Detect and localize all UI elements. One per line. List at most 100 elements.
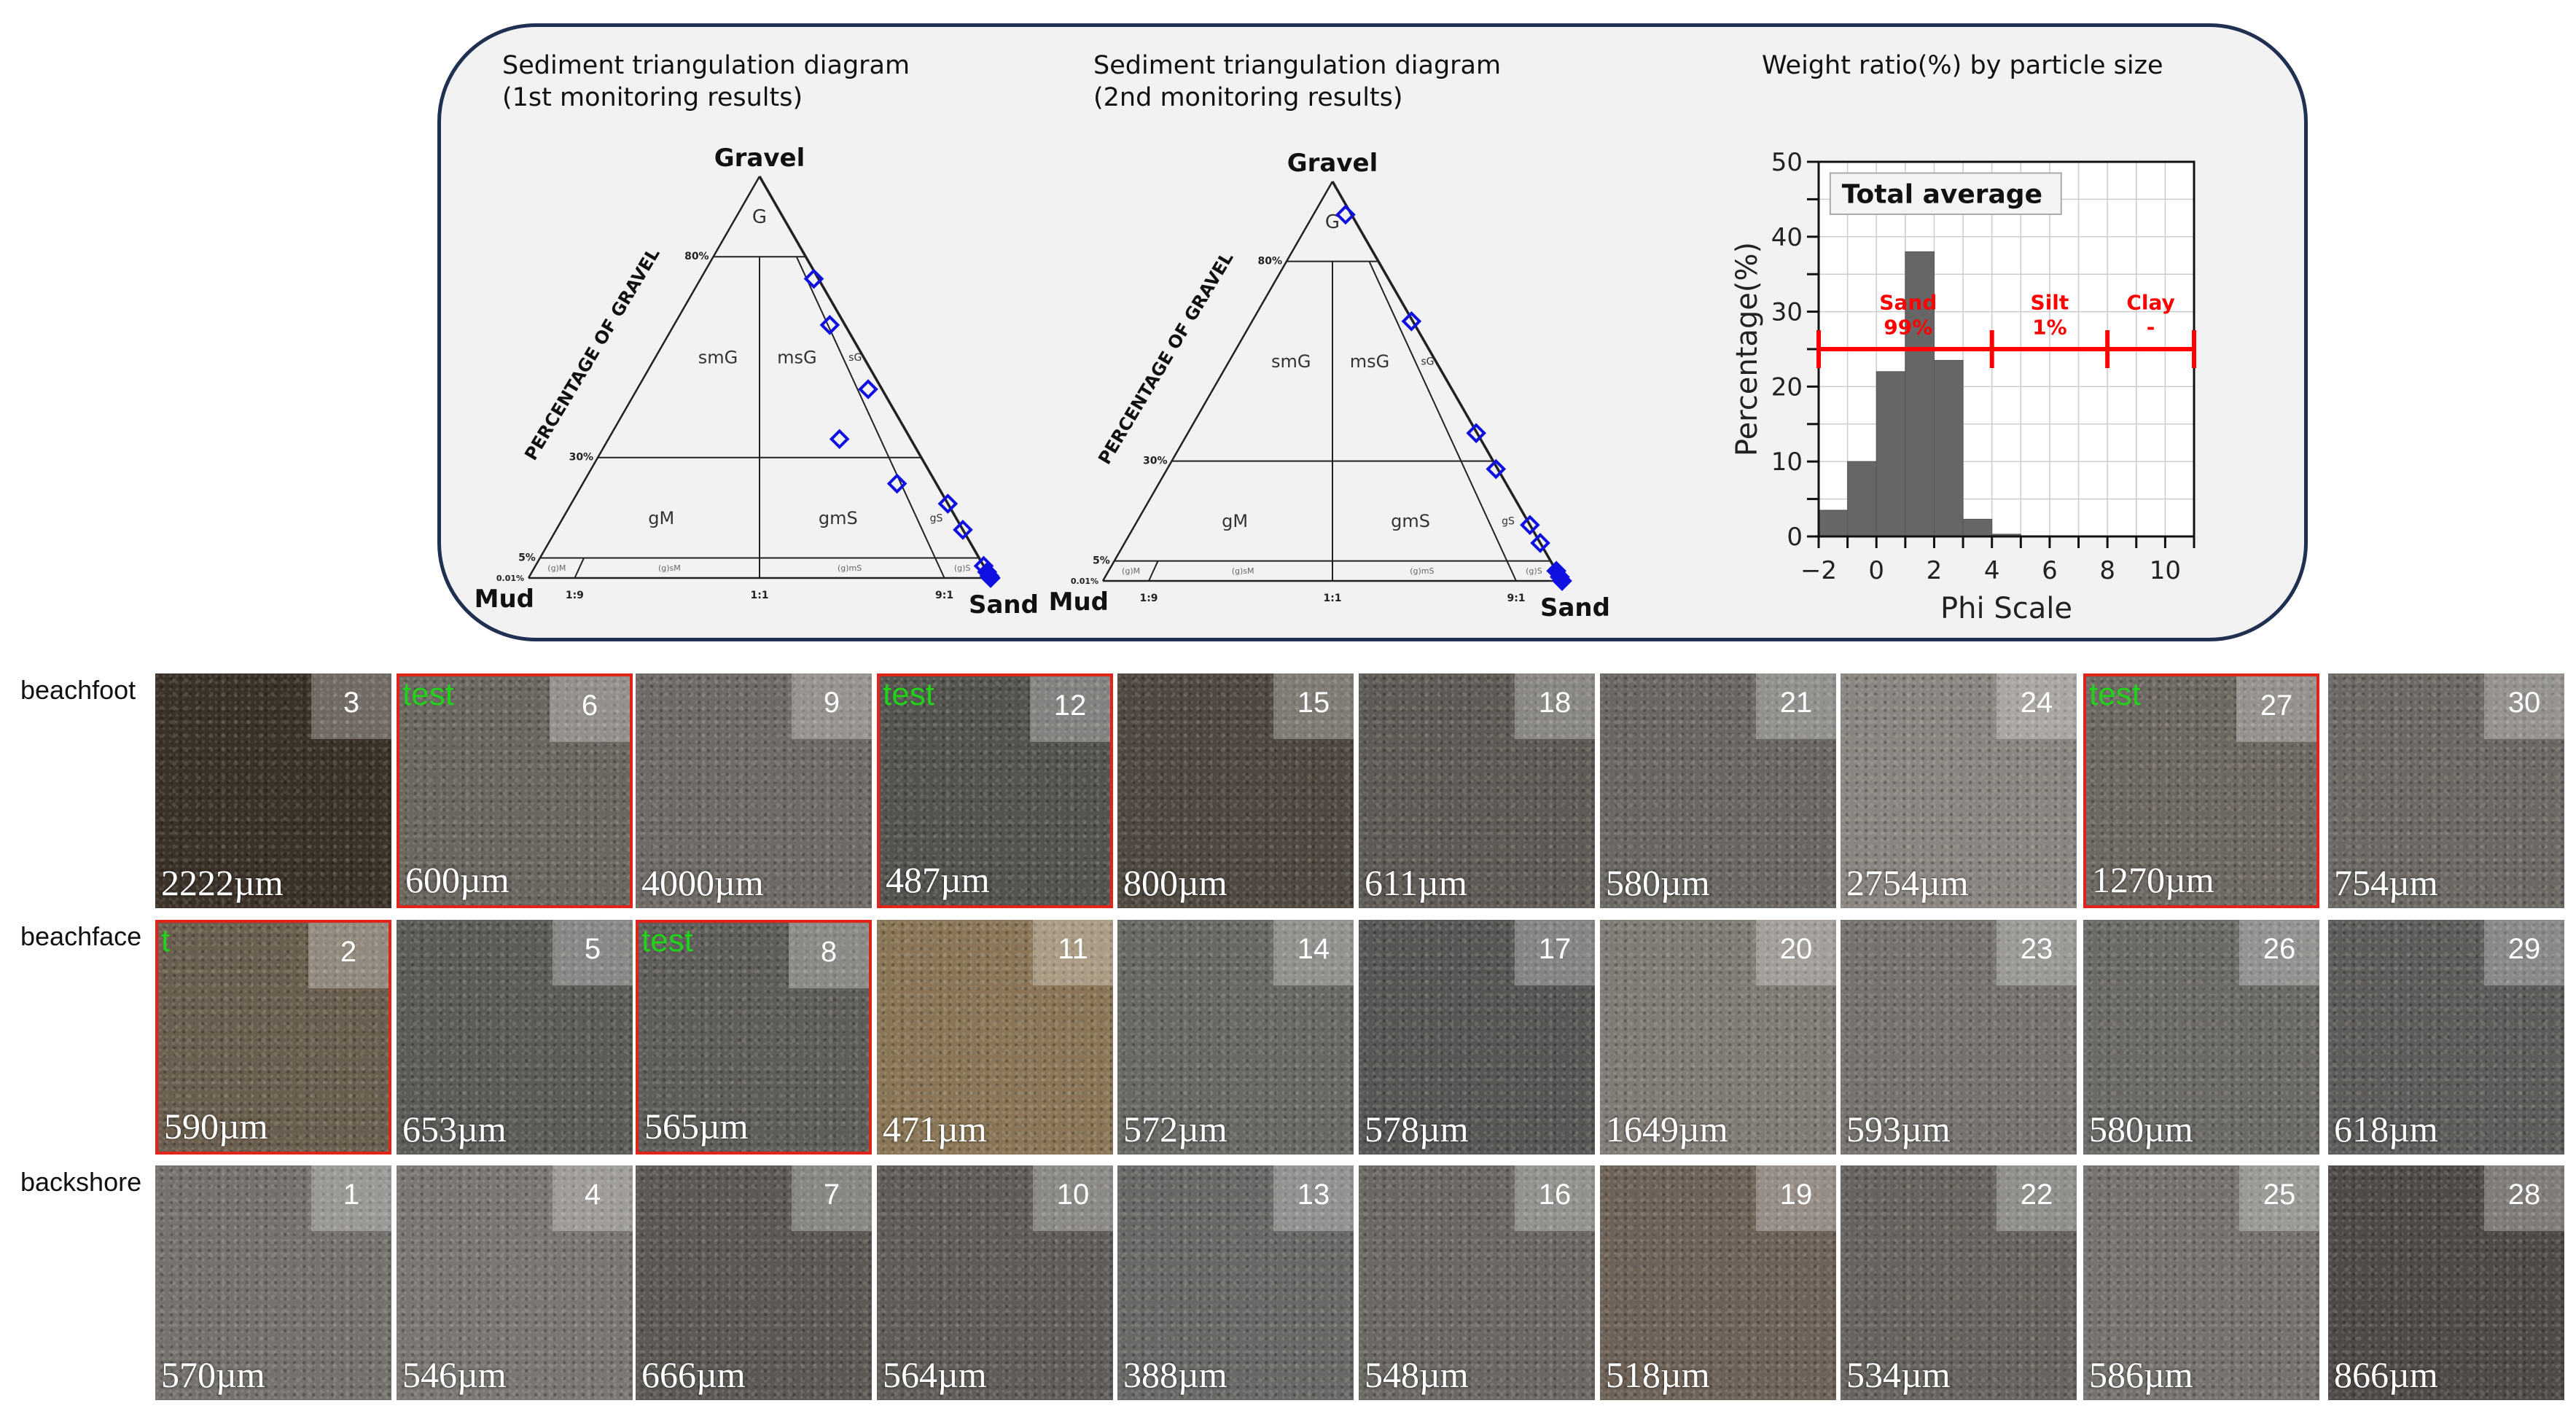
y-tick-label: 10 — [1771, 448, 1803, 477]
class-value-sand: 99% — [1884, 315, 1932, 339]
axis-label-gravel-percentage: PERCENTAGE OF GRAVEL — [520, 244, 663, 464]
sample-number: 12 — [1030, 676, 1110, 742]
x-tick-label: −2 — [1800, 556, 1837, 585]
gravel-level-label: 5% — [1093, 555, 1110, 567]
region-label-gM: gM — [1222, 511, 1248, 531]
region-label-gS: gS — [930, 512, 943, 524]
sample-number: 6 — [550, 676, 630, 742]
sample-photo-30: 30 754µm — [2328, 673, 2564, 908]
histogram-bar — [1818, 509, 1849, 537]
sample-photo-13: 13 388µm — [1117, 1165, 1354, 1400]
ratio-line-1-9 — [574, 558, 585, 579]
grain-size-label: 534µm — [1846, 1354, 1951, 1395]
data-point — [1530, 533, 1550, 553]
sample-photo-2: 2 590µm t — [155, 920, 391, 1155]
axis-label-gravel-percentage: PERCENTAGE OF GRAVEL — [1094, 249, 1237, 468]
sample-photo-8: 8 565µm test — [636, 920, 872, 1155]
x-tick-label: 10 — [2150, 556, 2181, 585]
region-label-gM: gM — [648, 508, 674, 528]
sample-number: 3 — [311, 673, 391, 739]
data-point — [886, 473, 908, 494]
y-tick-label: 50 — [1771, 148, 1803, 177]
x-axis-label: Phi Scale — [1940, 592, 2072, 625]
data-point — [1335, 204, 1356, 225]
ratio-line-9-1 — [1368, 261, 1517, 582]
grain-size-label: 548µm — [1365, 1354, 1469, 1395]
test-tag: test — [2089, 676, 2141, 712]
grain-size-label: 546µm — [402, 1354, 507, 1395]
sample-photo-28: 28 866µm — [2328, 1165, 2564, 1400]
grain-size-label: 487µm — [886, 859, 990, 900]
grain-size-label: 580µm — [1606, 862, 1710, 903]
sample-number: 19 — [1756, 1165, 1836, 1231]
sample-number: 28 — [2484, 1165, 2564, 1231]
sample-number: 8 — [789, 923, 869, 988]
sample-number: 20 — [1756, 920, 1836, 985]
data-point — [819, 315, 840, 335]
region-label-sG: sG — [848, 352, 862, 364]
sample-number: 27 — [2236, 676, 2317, 742]
grain-size-label: 618µm — [2334, 1109, 2438, 1149]
sample-number: 11 — [1033, 920, 1113, 985]
region-label-gsM: (g)sM — [658, 563, 681, 573]
grain-size-label: 570µm — [161, 1354, 265, 1395]
grain-size-label: 666µm — [641, 1354, 746, 1395]
grain-size-label: 388µm — [1123, 1354, 1227, 1395]
x-tick-label: 8 — [2099, 556, 2115, 585]
row-label-beachfoot: beachfoot — [20, 675, 136, 705]
data-point — [858, 379, 878, 399]
grain-size-label: 754µm — [2334, 862, 2438, 903]
histogram-bar — [1962, 518, 1993, 537]
sample-number: 30 — [2484, 673, 2564, 739]
region-label-sG: sG — [1421, 356, 1434, 368]
sample-number: 29 — [2484, 920, 2564, 985]
y-tick-label: 30 — [1771, 298, 1803, 327]
region-label-G: G — [1325, 211, 1340, 233]
row-label-backshore: backshore — [20, 1167, 142, 1197]
class-value-clay: - — [2147, 315, 2155, 339]
triangle-edge-left — [527, 176, 761, 579]
gravel-level-label: 5% — [518, 552, 536, 563]
row-label-beachface: beachface — [20, 921, 142, 951]
region-label-smG: smG — [1271, 351, 1311, 372]
sample-number: 23 — [1997, 920, 2077, 985]
grain-size-label: 572µm — [1123, 1109, 1227, 1149]
sample-photo-4: 4 546µm — [397, 1165, 633, 1400]
test-tag: t — [161, 923, 171, 958]
sample-number: 14 — [1273, 920, 1354, 985]
sample-number: 9 — [792, 673, 872, 739]
apex-label-gravel: Gravel — [714, 144, 805, 173]
data-point — [1520, 515, 1540, 536]
region-label-gS: (g)S — [1526, 566, 1542, 576]
sample-photo-18: 18 611µm — [1359, 673, 1595, 908]
region-label-gM: (g)M — [1122, 566, 1140, 576]
histogram-bar — [1847, 461, 1877, 537]
grain-size-label: 471µm — [883, 1109, 987, 1149]
sample-photo-11: 11 471µm — [877, 920, 1113, 1155]
sample-number: 26 — [2239, 920, 2319, 985]
tri2-title-line1: Sediment triangulation diagram — [1093, 51, 1502, 80]
grain-size-label: 586µm — [2089, 1354, 2193, 1395]
test-tag: test — [402, 676, 454, 712]
grain-size-label: 590µm — [164, 1106, 268, 1147]
legend-box — [1829, 172, 2062, 215]
sample-photo-19: 19 518µm — [1600, 1165, 1836, 1400]
data-point — [803, 268, 824, 289]
region-label-msG: msG — [1350, 351, 1389, 372]
sample-photo-26: 26 580µm — [2083, 920, 2319, 1155]
sample-photo-21: 21 580µm — [1600, 673, 1836, 908]
x-tick-label: 6 — [2042, 556, 2058, 585]
grain-size-label: 1649µm — [1606, 1109, 1728, 1149]
test-tag: test — [883, 676, 934, 712]
grain-size-label: 611µm — [1365, 862, 1467, 903]
data-point — [937, 493, 959, 514]
corner-label-mud: Mud — [1049, 587, 1109, 617]
sample-number: 1 — [311, 1165, 391, 1231]
apex-label-gravel: Gravel — [1287, 149, 1378, 178]
sample-number: 7 — [792, 1165, 872, 1231]
data-point — [1552, 571, 1572, 591]
grain-size-label: 578µm — [1365, 1109, 1469, 1149]
y-axis-label: Percentage(%) — [1730, 242, 1764, 456]
